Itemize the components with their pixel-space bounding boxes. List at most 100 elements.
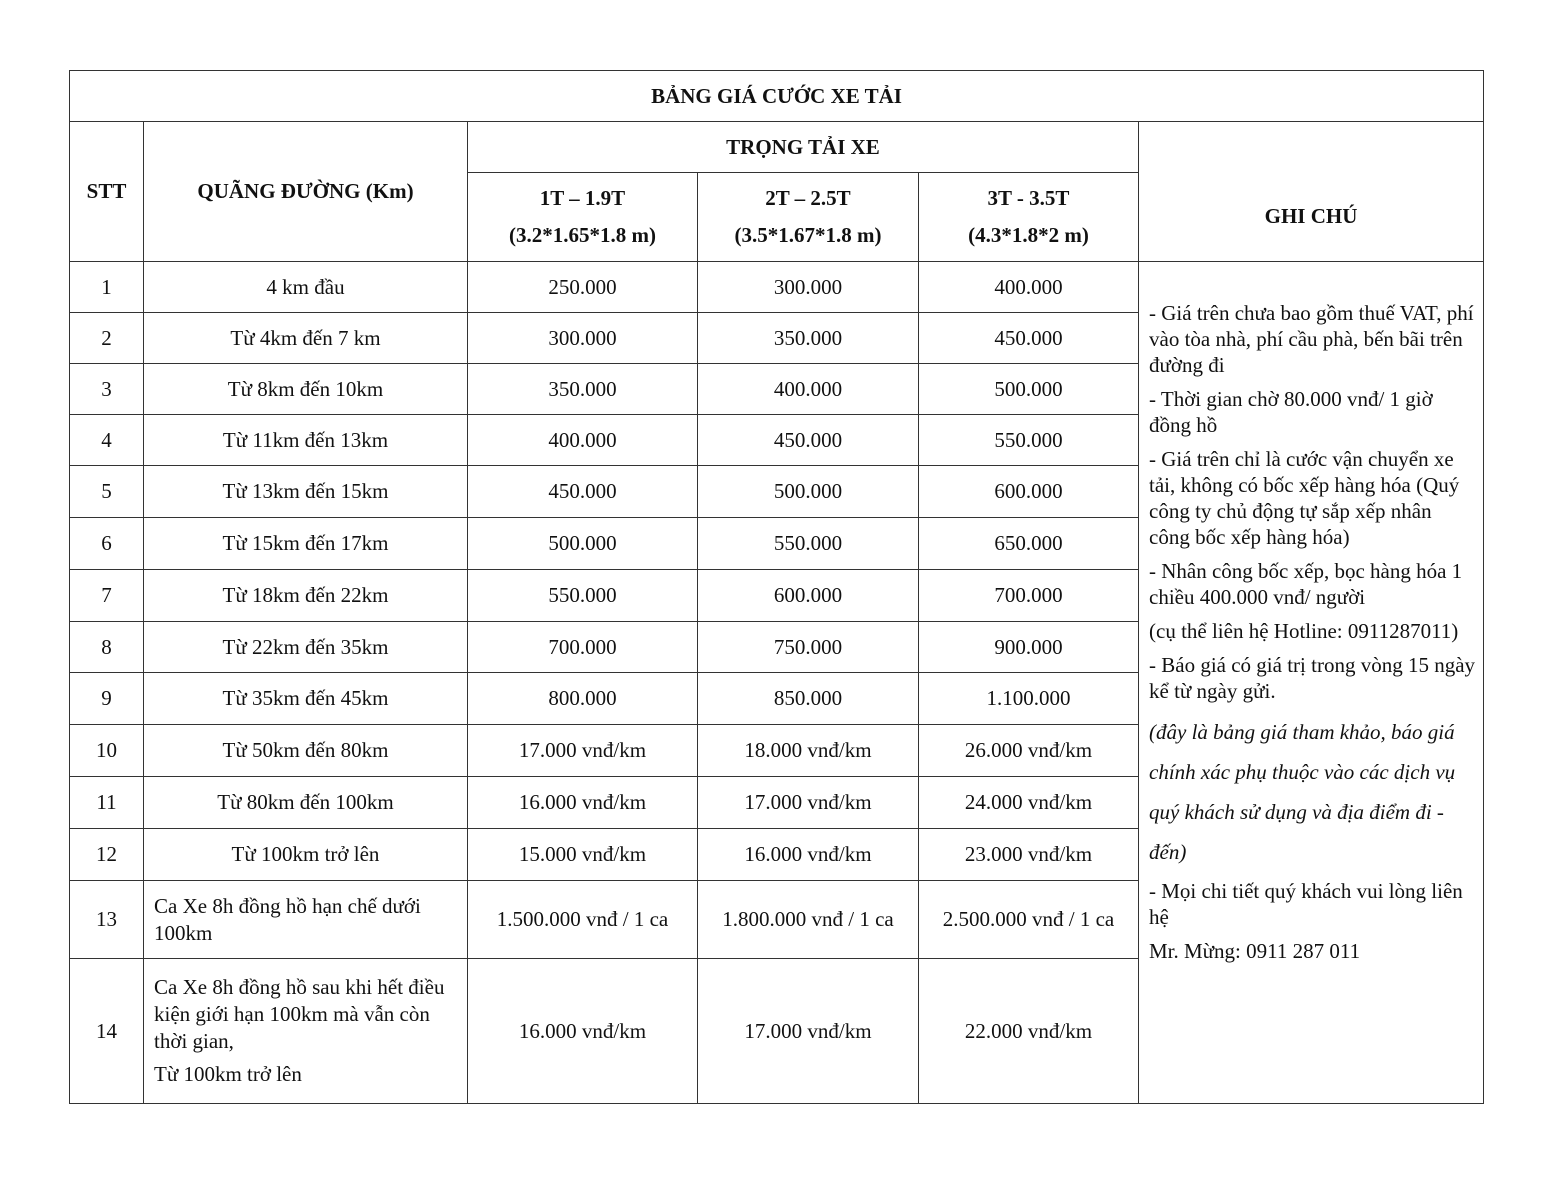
route-text: Từ 4km đến 7 km — [230, 325, 381, 350]
route-text: Từ 35km đến 45km — [222, 686, 389, 710]
price-cell: 550.000 — [697, 517, 919, 570]
table-row: 8 Từ 22km đến 35km 700.000 750.000 900.000 — [69, 621, 1484, 673]
stt-cell: 8 — [69, 621, 144, 673]
price-cell: 1.100.000 — [918, 672, 1139, 725]
route-cell: Từ 18km đến 22km — [143, 569, 468, 622]
vehicle-size: (3.5*1.67*1.8 m) — [734, 223, 882, 247]
table-row: 3 Từ 8km đến 10km 350.000 400.000 500.000 — [69, 363, 1484, 415]
stt-cell: 10 — [69, 724, 144, 777]
price-cell: 18.000 vnđ/km — [697, 724, 919, 777]
price-cell: 17.000 vnđ/km — [697, 958, 919, 1104]
route-text: Từ 100km trở lên — [154, 1062, 302, 1086]
stt-cell: 1 — [69, 261, 144, 313]
vehicle-load: 3T - 3.5T — [987, 186, 1070, 210]
price-cell: 500.000 — [697, 465, 919, 518]
route-text: Từ 11km đến 13km — [222, 427, 389, 452]
stt-cell: 5 — [69, 465, 144, 518]
header-vehicle-2: 2T – 2.5T (3.5*1.67*1.8 m) — [697, 172, 919, 262]
price-cell: 1.800.000 vnđ / 1 ca — [697, 880, 919, 959]
route-text: Từ 15km đến 17km — [222, 531, 389, 555]
price-cell: 550.000 — [467, 569, 698, 622]
price-cell: 450.000 — [697, 414, 919, 466]
stt-cell: 14 — [69, 958, 144, 1104]
price-cell: 17.000 vnđ/km — [467, 724, 698, 777]
route-text: Từ 80km đến 100km — [217, 790, 394, 814]
route-cell: Từ 80km đến 100km — [143, 776, 468, 829]
stt-cell: 7 — [69, 569, 144, 622]
route-cell: Từ 11km đến 13km — [143, 414, 468, 466]
price-cell: 15.000 vnđ/km — [467, 828, 698, 881]
price-cell: 600.000 — [697, 569, 919, 622]
header-vehicle-3: 3T - 3.5T (4.3*1.8*2 m) — [918, 172, 1139, 262]
stt-cell: 11 — [69, 776, 144, 829]
price-cell: 700.000 — [467, 621, 698, 673]
route-cell: Từ 4km đến 7 km — [143, 312, 468, 364]
price-cell: 450.000 — [918, 312, 1139, 364]
route-text: Từ 22km đến 35km — [222, 634, 389, 659]
stt-cell: 6 — [69, 517, 144, 570]
price-cell: 350.000 — [697, 312, 919, 364]
price-cell: 400.000 — [918, 261, 1139, 313]
price-cell: 600.000 — [918, 465, 1139, 518]
route-text: Từ 13km đến 15km — [222, 479, 389, 503]
route-cell: Ca Xe 8h đồng hồ sau khi hết điều kiện g… — [143, 958, 468, 1104]
table-row: 4 Từ 11km đến 13km 400.000 450.000 550.000 — [69, 414, 1484, 466]
header-route: QUÃNG ĐƯỜNG (Km) — [143, 121, 468, 262]
price-cell: 26.000 vnđ/km — [918, 724, 1139, 777]
note-item: - Giá trên chưa bao gồm thuế VAT, phí và… — [1149, 301, 1474, 377]
route-text: Từ 8km đến 10km — [227, 376, 384, 401]
notes-cell: - Giá trên chưa bao gồm thuế VAT, phí và… — [1137, 261, 1485, 1104]
header-stt: STT — [69, 121, 144, 262]
price-cell: 2.500.000 vnđ / 1 ca — [918, 880, 1139, 959]
stt-cell: 2 — [69, 312, 144, 364]
route-cell: Từ 100km trở lên — [143, 828, 468, 881]
stt-cell: 4 — [69, 414, 144, 466]
price-cell: 16.000 vnđ/km — [467, 958, 698, 1104]
price-cell: 17.000 vnđ/km — [697, 776, 919, 829]
table-row: 13 Ca Xe 8h đồng hồ hạn chế dưới 100km 1.5… — [69, 880, 1484, 959]
table-row: 11 Từ 80km đến 100km 16.000 vnđ/km 17.000 v… — [69, 776, 1484, 829]
table-row: 5 Từ 13km đến 15km 450.000 500.000 600.000 — [69, 465, 1484, 518]
route-cell: Từ 22km đến 35km — [143, 621, 468, 673]
stt-cell: 12 — [69, 828, 144, 881]
table-row: 2 Từ 4km đến 7 km 300.000 350.000 450.000 — [69, 312, 1484, 364]
note-item: - Giá trên chỉ là cước vận chuyển xe tải… — [1149, 447, 1460, 549]
route-text: 4 km đầu — [266, 274, 345, 299]
header-vehicle-1: 1T – 1.9T (3.2*1.65*1.8 m) — [467, 172, 698, 262]
price-cell: 250.000 — [467, 261, 698, 313]
route-cell: Từ 13km đến 15km — [143, 465, 468, 518]
route-text: Từ 100km trở lên — [231, 842, 380, 866]
note-item: - Thời gian chờ 80.000 vnđ/ 1 giờ đồng h… — [1149, 387, 1433, 437]
price-cell: 1.500.000 vnđ / 1 ca — [467, 880, 698, 959]
vehicle-load: 1T – 1.9T — [539, 186, 626, 210]
price-cell: 400.000 — [467, 414, 698, 466]
price-cell: 16.000 vnđ/km — [697, 828, 919, 881]
note-item: - Báo giá có giá trị trong vòng 15 ngày … — [1149, 653, 1476, 703]
route-text: Ca Xe 8h đồng hồ hạn chế dưới 100km — [154, 893, 421, 945]
price-cell: 800.000 — [467, 672, 698, 725]
route-text: Từ 50km đến 80km — [222, 738, 389, 762]
price-cell: 300.000 — [467, 312, 698, 364]
table-row: 14 Ca Xe 8h đồng hồ sau khi hết điều kiện… — [69, 958, 1484, 1104]
stt-cell: 9 — [69, 672, 144, 725]
stt-cell: 13 — [69, 880, 144, 959]
route-cell: Từ 35km đến 45km — [143, 672, 468, 725]
table-title: BẢNG GIÁ CƯỚC XE TẢI — [68, 70, 1485, 122]
route-cell: Ca Xe 8h đồng hồ hạn chế dưới 100km — [143, 880, 468, 959]
table-row: 12 Từ 100km trở lên 15.000 vnđ/km 16.000 vn… — [69, 828, 1484, 881]
route-text: Từ 18km đến 22km — [222, 583, 389, 607]
vehicle-size: (4.3*1.8*2 m) — [968, 223, 1089, 247]
price-cell: 700.000 — [918, 569, 1139, 622]
vehicle-size: (3.2*1.65*1.8 m) — [509, 223, 656, 247]
route-text: Ca Xe 8h đồng hồ sau khi hết điều kiện g… — [154, 975, 445, 1053]
price-table: BẢNG GIÁ CƯỚC XE TẢI STT QUÃNG ĐƯỜNG (Km… — [68, 70, 1485, 1104]
table-row: 6 Từ 15km đến 17km 500.000 550.000 650.000 — [69, 517, 1484, 570]
note-item: - Mọi chi tiết quý khách vui lòng liên h… — [1149, 879, 1463, 929]
route-cell: Từ 15km đến 17km — [143, 517, 468, 570]
price-cell: 500.000 — [467, 517, 698, 570]
header-load-group: TRỌNG TẢI XE — [467, 121, 1139, 173]
note-item: - Nhân công bốc xếp, bọc hàng hóa 1 chiề… — [1149, 559, 1463, 609]
route-cell: Từ 50km đến 80km — [143, 724, 468, 777]
price-cell: 450.000 — [467, 465, 698, 518]
note-item: (cụ thể liên hệ Hotline: 0911287011) — [1149, 619, 1459, 643]
